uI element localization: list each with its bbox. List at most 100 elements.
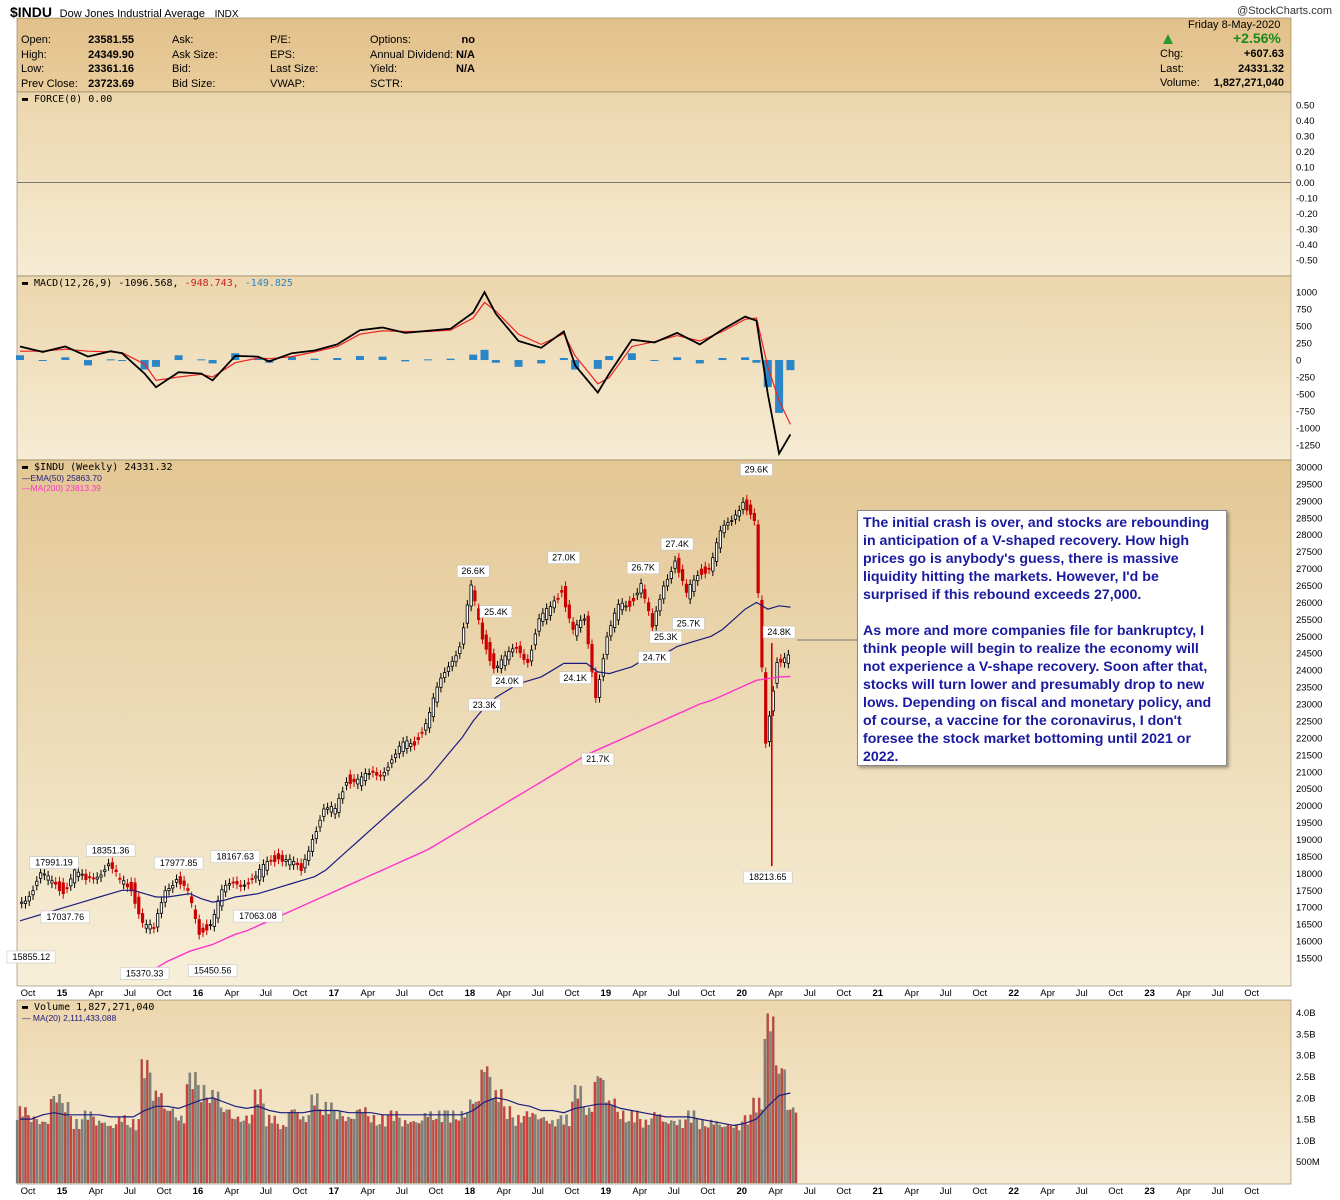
volume-bar: [338, 1111, 342, 1184]
quote-label: Chg:: [1160, 48, 1184, 60]
price-candle-body: [242, 884, 247, 887]
price-candle-body: [288, 858, 292, 866]
x-tick-label: Jul: [940, 1186, 952, 1197]
price-candle-body: [280, 854, 284, 862]
volume-ma-line: [20, 1092, 791, 1127]
price-candle-body: [333, 808, 337, 815]
price-candle-body: [631, 597, 636, 602]
price-label: 25.3K: [654, 632, 678, 642]
volume-bar: [171, 1108, 174, 1184]
volume-bar: [335, 1119, 339, 1184]
price-candle-body: [560, 590, 564, 593]
y-tick-label: 500: [1296, 322, 1312, 333]
volume-bar: [304, 1122, 308, 1184]
volume-bar: [123, 1115, 126, 1184]
volume-bar: [109, 1125, 112, 1184]
exchange: INDX: [214, 9, 239, 20]
macd-histogram-bar: [775, 360, 784, 413]
price-candle-body: [69, 878, 73, 887]
volume-bar: [129, 1127, 132, 1184]
price-label-box: [558, 671, 592, 685]
x-tick-label: 20: [737, 988, 748, 999]
price-candle-body: [250, 878, 254, 881]
price-candle-body: [144, 924, 148, 929]
force-plot: 0.50 0.40 0.30 0.20 0.10 0.00 -0.10 -0.20 -0.30 -…: [17, 94, 1318, 267]
up-arrow-icon: [1163, 34, 1173, 44]
x-tick-label: Apr: [632, 1186, 647, 1197]
price-label-box: [660, 537, 694, 551]
y-tick-label: 27500: [1296, 547, 1322, 558]
y-tick-label: 21000: [1296, 767, 1322, 778]
x-tick-label: 18: [465, 1186, 476, 1197]
price-label: 27.4K: [665, 539, 689, 549]
price-label: 21.7K: [586, 754, 610, 764]
volume-bar: [284, 1126, 288, 1184]
price-candle-body: [696, 575, 700, 582]
price-candle-body: [495, 665, 500, 668]
macd-histogram-bar: [650, 360, 659, 362]
price-plot: 30000 29500 29000 28500 28000 27500 27000 26500…: [6, 462, 1322, 999]
volume-bar: [299, 1119, 302, 1184]
volume-bar: [613, 1098, 616, 1184]
volume-bar: [267, 1114, 271, 1184]
volume-bar: [250, 1114, 254, 1184]
x-tick-label: Apr: [225, 988, 240, 999]
price-label: 24.8K: [767, 627, 791, 637]
quote-value: N/A: [456, 63, 475, 75]
price-candle-body: [80, 873, 84, 876]
price-candle-body: [722, 524, 726, 534]
x-tick-label: Apr: [768, 1186, 783, 1197]
price-candle-body: [314, 831, 318, 840]
volume-bar: [590, 1111, 594, 1184]
x-tick-label: Jul: [668, 1186, 680, 1197]
volume-bar: [409, 1121, 412, 1184]
x-tick-label: Oct: [157, 1186, 172, 1197]
volume-bar: [483, 1072, 486, 1184]
quote-label: Last:: [1160, 62, 1184, 75]
volume-bar: [117, 1116, 121, 1184]
y-tick-label: 3.0B: [1296, 1051, 1316, 1062]
price-candle-body: [352, 778, 356, 783]
volume-bar: [318, 1109, 322, 1184]
volume-bar: [228, 1109, 231, 1184]
quote-value: no: [461, 34, 475, 46]
volume-bar: [412, 1121, 415, 1184]
annotation-paragraph-2: As more and more companies file for bank…: [863, 623, 1212, 765]
y-tick-label: 1.5B: [1296, 1115, 1316, 1126]
quote-value: 1,827,271,040: [1213, 77, 1284, 89]
volume-bar: [199, 1102, 203, 1184]
volume-bar: [681, 1128, 684, 1184]
volume-bar: [15, 1119, 19, 1184]
volume-bar: [647, 1124, 650, 1184]
price-label-box: [456, 564, 490, 578]
price-label-box: [119, 967, 170, 980]
quote-value: 23581.55: [88, 34, 134, 46]
price-label-box: [210, 850, 260, 863]
price-candle-body: [182, 880, 186, 886]
price-candle-body: [337, 797, 341, 813]
macd-histogram-bar: [208, 360, 217, 364]
price-candle-body: [563, 586, 568, 608]
volume-bar: [429, 1111, 432, 1184]
price-candle-body: [548, 606, 553, 616]
price-candle-body: [110, 862, 114, 869]
volume-bar: [709, 1119, 713, 1184]
price-label-box: [233, 909, 283, 923]
volume-bar: [494, 1090, 497, 1184]
macd-histogram-bar: [61, 357, 70, 361]
quote-value: 23723.69: [88, 77, 134, 90]
price-label-box: [638, 651, 671, 664]
price-legend: ▬ $INDU (Weekly) 24331.32: [22, 462, 173, 473]
x-tick-label: Oct: [293, 1186, 308, 1197]
volume-bar: [571, 1101, 574, 1184]
price-candle-body: [76, 871, 80, 877]
price-candle-body: [401, 741, 405, 753]
volume-bar: [743, 1115, 747, 1184]
y-tick-label: 15500: [1296, 954, 1322, 965]
x-tick-label: Apr: [361, 988, 376, 999]
macd-line: [19, 290, 792, 457]
x-tick-label: 15: [57, 988, 68, 999]
price-candle-body: [54, 881, 58, 885]
macd-histogram-bar: [16, 355, 24, 361]
x-tick-label: Oct: [21, 1186, 36, 1197]
